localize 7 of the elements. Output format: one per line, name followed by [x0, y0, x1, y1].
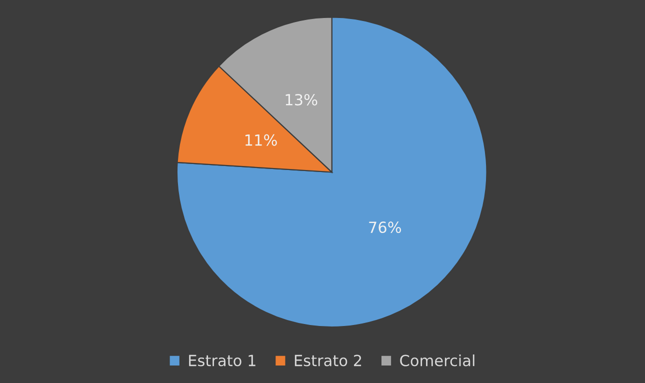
data-label: 11%: [245, 134, 277, 146]
pie-slice: [176, 16, 488, 328]
data-label: 76%: [369, 222, 402, 234]
data-label: 13%: [286, 94, 318, 106]
legend-label: Comercial: [400, 354, 474, 366]
legend-label: Estrato 2: [294, 354, 362, 366]
legend-label: Estrato 1: [189, 354, 256, 366]
